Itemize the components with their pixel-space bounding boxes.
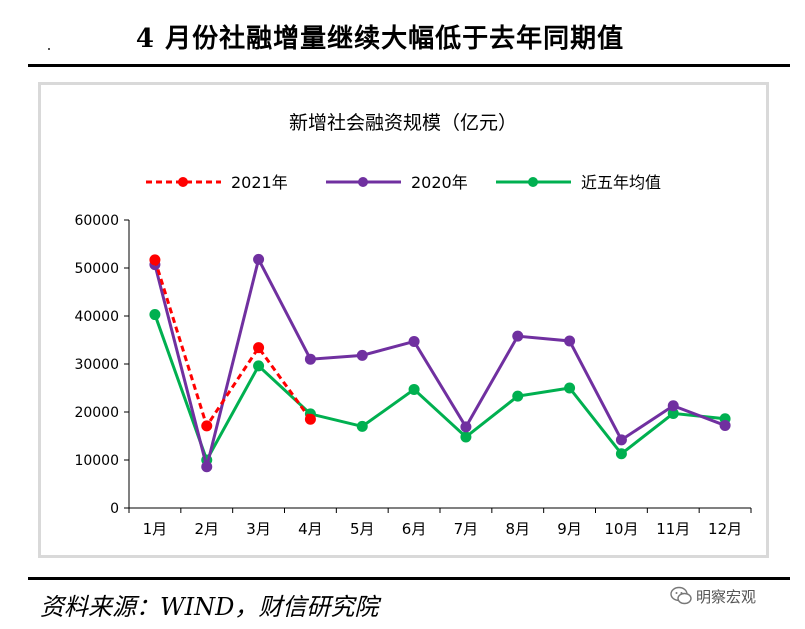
data-point [667,400,679,412]
y-tick-label: 10000 [74,453,119,469]
series-line [153,259,312,430]
y-tick-label: 30000 [74,357,119,373]
chart-frame: 新增社会融资规模（亿元） 2021年 2020年 近五年均值 0 10000 20000… [38,82,769,558]
x-tick-label: 4月 [298,520,323,538]
watermark-text: 明察宏观 [696,587,757,606]
y-tick-label: 50000 [74,261,119,277]
legend-label: 近五年均值 [581,173,661,192]
data-point [408,383,420,395]
bottom-rule [28,577,790,580]
data-point [304,353,316,365]
data-point [512,390,524,402]
data-point [667,407,679,419]
x-tick-label: 11月 [656,520,690,538]
data-point [460,431,472,443]
data-point [201,461,213,473]
x-tick-label: 8月 [505,520,530,538]
legend-label: 2021年 [231,173,288,192]
line-chart: 新增社会融资规模（亿元） 2021年 2020年 近五年均值 0 10000 20000… [74,112,752,538]
page-title: 4 月份社融增量继续大幅低于去年同期值 [135,24,625,54]
source-note: 资料来源：WIND，财信研究院 [40,593,379,621]
data-point [356,349,368,361]
data-point [253,360,265,372]
top-rule [28,64,790,67]
data-point [408,335,420,347]
watermark: 明察宏观 [670,584,756,608]
data-point [615,434,627,446]
data-point [356,420,368,432]
data-point [149,309,161,321]
chart-legend: 2021年 2020年 近五年均值 [146,173,661,192]
data-point [512,330,524,342]
series-line [153,255,726,468]
data-point [564,382,576,394]
data-point [460,421,472,433]
data-point [253,342,265,354]
data-point [149,254,161,266]
data-point [253,253,265,265]
wechat-icon [670,586,692,605]
data-point [201,420,213,432]
data-point [564,335,576,347]
x-tick-label: 10月 [604,520,638,538]
x-tick-label: 12月 [708,520,742,538]
chart-axes: 0 10000 20000 30000 40000 50000 60000 1月 2月 3月 4月 5… [74,213,752,538]
legend-marker [178,177,188,187]
y-tick-label: 20000 [74,405,119,421]
y-tick-label: 40000 [74,309,119,325]
x-tick-label: 1月 [143,520,168,538]
legend-label: 2020年 [411,173,468,192]
x-tick-label: 3月 [246,520,271,538]
legend-marker [358,177,368,187]
chart-title: 新增社会融资规模（亿元） [289,112,517,134]
decorative-dot [48,48,50,50]
x-tick-label: 5月 [350,520,375,538]
x-tick-label: 7月 [454,520,479,538]
x-tick-label: 9月 [557,520,582,538]
data-point [719,419,731,431]
y-tick-label: 0 [110,501,119,517]
legend-marker [528,177,538,187]
data-point [304,413,316,425]
y-tick-label: 60000 [74,213,119,229]
chart-series [149,253,731,473]
data-point [615,448,627,460]
x-tick-label: 6月 [402,520,427,538]
x-tick-label: 2月 [194,520,219,538]
series-line [153,314,726,464]
